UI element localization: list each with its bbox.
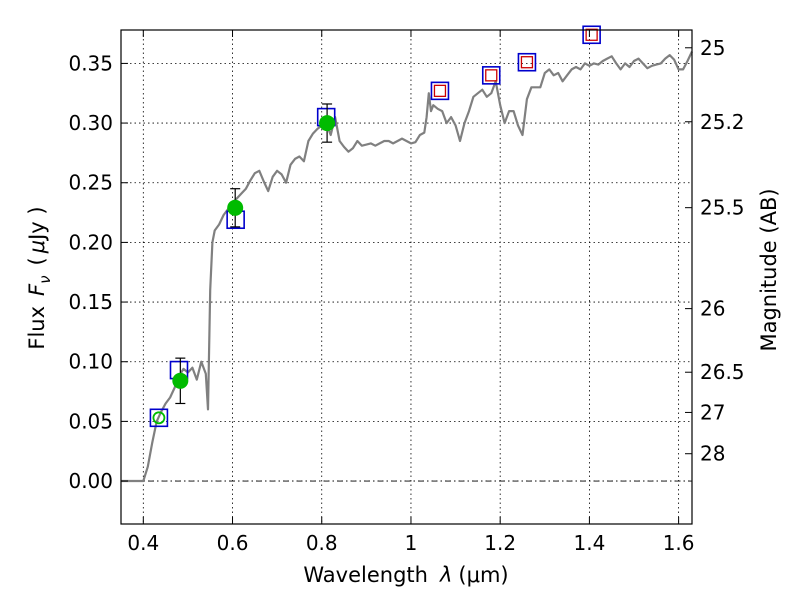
y-tick-label: 0.35 xyxy=(68,51,113,75)
observed-point xyxy=(319,115,336,132)
x-axis-title-unit: (μm) xyxy=(458,563,508,587)
y2-tick-label: 25.2 xyxy=(700,110,745,134)
grid xyxy=(121,30,692,524)
x-axis-title-text: Wavelength xyxy=(303,563,428,587)
x-tick-label: 1.4 xyxy=(573,531,605,555)
y-tick-label: 0.10 xyxy=(68,350,113,374)
y-axis-title-symbol: F xyxy=(25,283,49,296)
y2-tick-label: 27 xyxy=(700,400,725,424)
tick-labels: 0.4 0.6 0.8 1 1.2 1.4 1.6 0.00 0.05 0.10 0.15 0.20 0… xyxy=(68,36,744,555)
y-tick-label: 0.15 xyxy=(68,290,113,314)
y-tick-label: 0.30 xyxy=(68,111,113,135)
model-photometry-square xyxy=(582,25,601,45)
nir-marker-square xyxy=(585,28,598,41)
x-tick-label: 1.2 xyxy=(484,531,516,555)
plot-frame xyxy=(120,29,693,525)
nir-marker-square xyxy=(433,84,447,98)
x-tick-label: 0.8 xyxy=(306,531,338,555)
x-axis-title: Wavelength λ (μm) xyxy=(303,563,508,587)
model-photometry-square xyxy=(481,66,501,85)
y2-tick-label: 25 xyxy=(700,36,725,60)
y-tick-label: 0.25 xyxy=(68,171,113,195)
nir-marker-square xyxy=(520,56,534,69)
observed-point xyxy=(172,372,189,389)
observed-point xyxy=(152,411,166,425)
model-photometry-square xyxy=(430,81,450,101)
markers xyxy=(149,25,601,428)
y-axis-title-unit-rest: Jy ) xyxy=(25,206,49,242)
y-tick-label: 0.05 xyxy=(68,409,113,433)
x-tick-label: 0.6 xyxy=(217,531,249,555)
y2-tick-label: 26.5 xyxy=(700,360,745,384)
y-axis-title-unit-mu: μ xyxy=(25,240,49,254)
nir-marker-square xyxy=(485,69,498,82)
y-axis-title-subscript: ν xyxy=(36,275,54,283)
y-tick-label: 0.20 xyxy=(68,230,113,254)
y-axis-title-text: Flux xyxy=(25,306,49,350)
y-axis-title-unit-open: ( xyxy=(25,257,49,265)
y2-axis-title: Magnitude (AB) xyxy=(757,188,781,351)
y2-tick-label: 25.5 xyxy=(700,196,745,220)
model-photometry-square xyxy=(149,408,169,428)
series xyxy=(121,51,693,483)
y2-tick-label: 26 xyxy=(700,297,725,321)
y-axis-title: Flux Fν ( μJy ) xyxy=(25,206,54,349)
model-photometry-square xyxy=(517,52,537,72)
x-tick-label: 1.6 xyxy=(663,531,695,555)
x-tick-label: 1 xyxy=(405,531,418,555)
sed-model-line xyxy=(121,51,693,483)
x-axis-title-symbol: λ xyxy=(439,563,452,587)
y-tick-label: 0.00 xyxy=(68,469,113,493)
ticks xyxy=(121,30,692,524)
y2-tick-label: 28 xyxy=(700,442,725,466)
observed-point xyxy=(227,199,244,216)
x-tick-label: 0.4 xyxy=(127,531,159,555)
